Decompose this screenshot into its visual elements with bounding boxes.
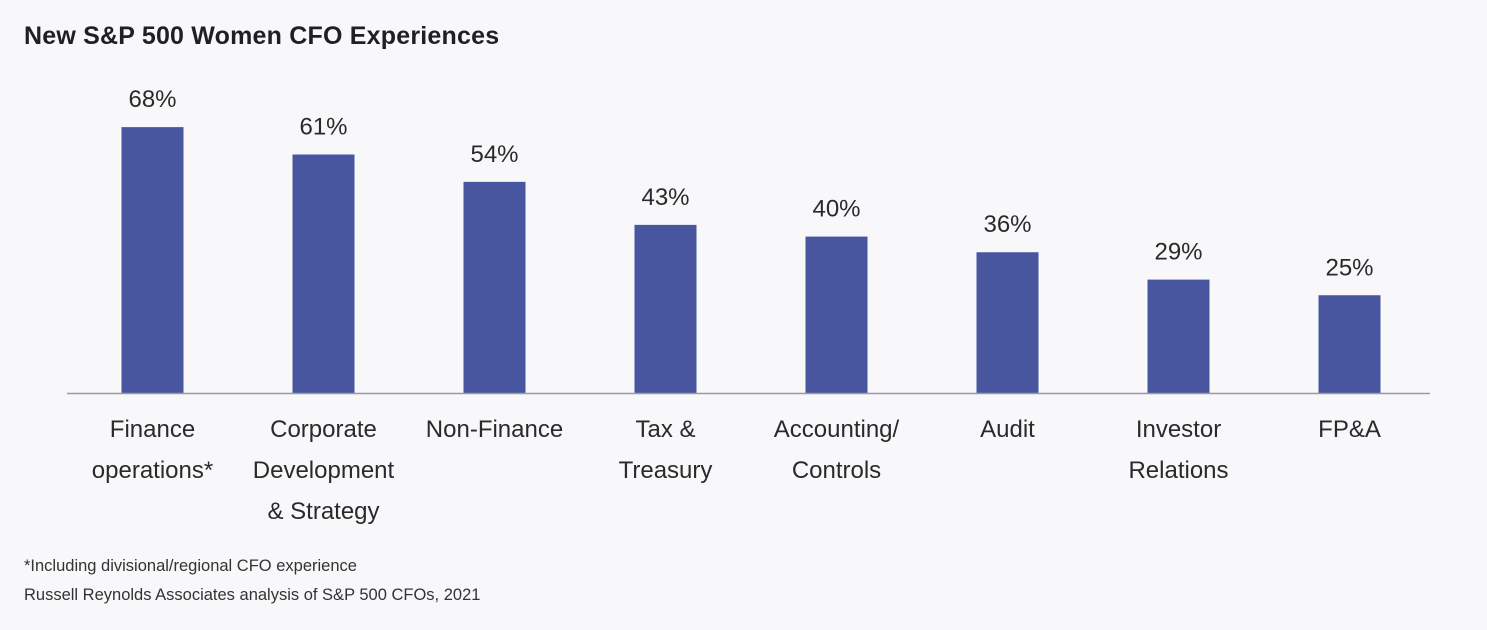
- category-label-line: operations*: [92, 457, 213, 484]
- bar: [292, 154, 355, 393]
- category-label-line: & Strategy: [267, 498, 379, 525]
- category-label-line: Finance: [110, 416, 195, 443]
- value-label: 36%: [983, 211, 1031, 238]
- category-labels-group: Finance operations* Corporate Development & …: [92, 416, 1381, 525]
- category-label-line: FP&A: [1318, 416, 1381, 443]
- category-label: Investor Relations: [1128, 416, 1228, 484]
- category-label-line: Tax &: [635, 416, 695, 443]
- footnote-asterisk: *Including divisional/regional CFO exper…: [24, 557, 357, 575]
- chart-title: New S&P 500 Women CFO Experiences: [24, 22, 500, 50]
- category-label-line: Controls: [792, 457, 881, 484]
- category-label: Finance operations*: [92, 416, 213, 484]
- bar: [634, 224, 697, 393]
- footnote-source: Russell Reynolds Associates analysis of …: [24, 586, 481, 604]
- bar: [463, 181, 526, 393]
- category-label-line: Audit: [980, 416, 1035, 443]
- category-label: Accounting/Controls: [774, 416, 900, 484]
- category-label-line: Accounting/: [774, 416, 900, 443]
- value-label: 61%: [299, 113, 347, 140]
- bar: [1318, 295, 1381, 393]
- category-label: Audit: [980, 416, 1035, 443]
- bar: [805, 236, 868, 393]
- category-label: FP&A: [1318, 416, 1381, 443]
- value-label: 29%: [1154, 239, 1202, 266]
- category-label-line: Treasury: [619, 457, 713, 484]
- category-label-line: Relations: [1128, 457, 1228, 484]
- bar: [1147, 279, 1210, 393]
- value-label: 40%: [812, 196, 860, 223]
- value-label: 25%: [1325, 254, 1373, 281]
- value-label: 54%: [470, 141, 518, 168]
- value-labels-group: 68% 61% 54% 43% 40% 36% 29% 25%: [128, 86, 1373, 281]
- bar: [121, 127, 184, 394]
- category-label: Corporate Development & Strategy: [253, 416, 395, 525]
- category-label-line: Investor: [1136, 416, 1221, 443]
- value-label: 43%: [641, 184, 689, 211]
- bars-group: [121, 127, 1381, 394]
- category-label-line: Non-Finance: [426, 416, 563, 443]
- category-label: Non-Finance: [426, 416, 563, 443]
- category-label-line: Corporate: [270, 416, 377, 443]
- category-label: Tax & Treasury: [619, 416, 713, 484]
- value-label: 68%: [128, 86, 176, 113]
- category-label-line: Development: [253, 457, 395, 484]
- bar: [976, 252, 1039, 393]
